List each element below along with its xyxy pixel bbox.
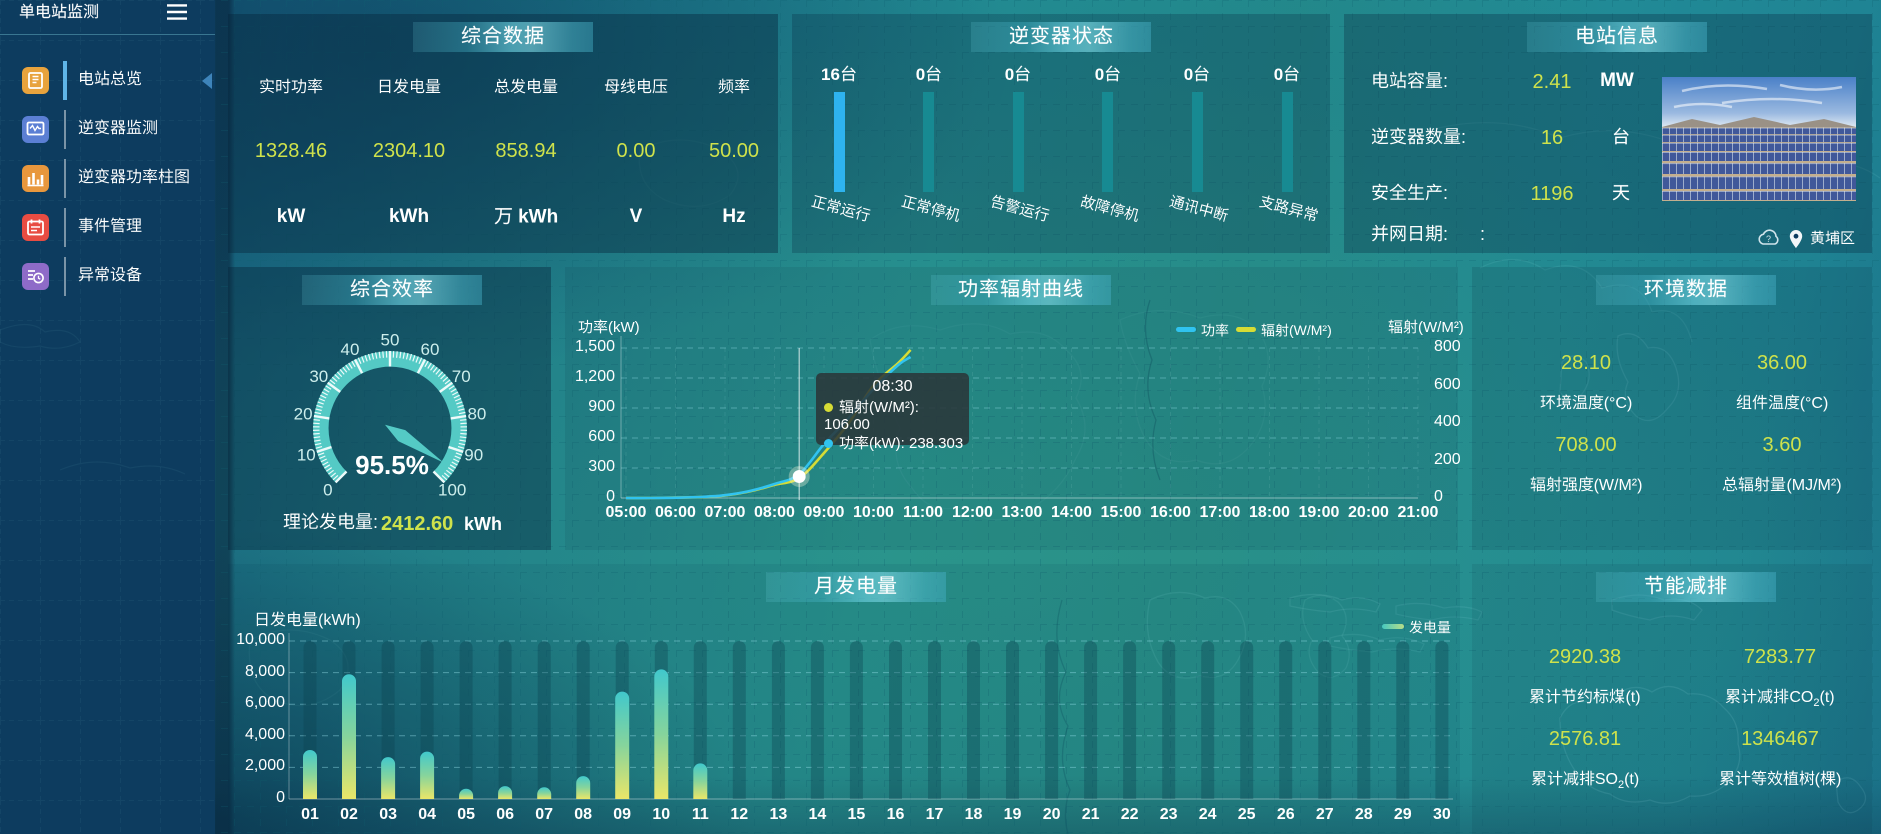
svg-text:0: 0 <box>323 481 332 500</box>
svg-text:?: ? <box>1766 234 1771 244</box>
svg-text:100: 100 <box>438 481 466 500</box>
svg-text:90: 90 <box>464 446 483 465</box>
svg-text:70: 70 <box>452 367 471 386</box>
svg-text:20: 20 <box>294 405 313 424</box>
svg-text:40: 40 <box>341 340 360 359</box>
svg-text:30: 30 <box>309 367 328 386</box>
svg-text:50: 50 <box>381 330 400 349</box>
svg-text:80: 80 <box>467 405 486 424</box>
svg-text:60: 60 <box>421 340 440 359</box>
svg-text:10: 10 <box>297 446 316 465</box>
